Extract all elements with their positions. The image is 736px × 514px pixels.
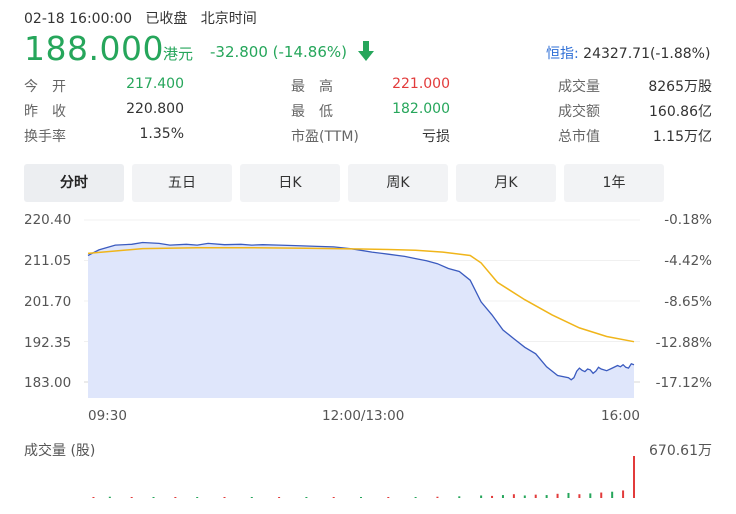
- volume-bar: [152, 497, 155, 498]
- volume-label: 成交量: [558, 79, 600, 95]
- tab-weekly-k[interactable]: 周K: [348, 164, 448, 202]
- volume-bar: [196, 497, 199, 498]
- volume-bar: [436, 496, 439, 498]
- amount-label: 成交额: [558, 104, 600, 120]
- tab-daily-k[interactable]: 日K: [240, 164, 340, 202]
- volume-max-label: 670.61万: [649, 443, 712, 459]
- volume-bar: [92, 497, 95, 498]
- volume-bar: [480, 495, 483, 498]
- prev-close-value: 220.800: [126, 101, 184, 117]
- volume-bar: [414, 497, 417, 498]
- average-price-line: [87, 246, 635, 343]
- volume-bar: [600, 492, 603, 498]
- market-status: 已收盘: [145, 11, 188, 27]
- volume-bar: [223, 497, 226, 498]
- y-tick-label: 192.35: [24, 335, 72, 351]
- low-value: 182.000: [392, 101, 450, 117]
- timezone-label: 北京时间: [200, 11, 257, 27]
- y-tick-label: 211.05: [24, 253, 72, 269]
- volume-bar: [305, 497, 308, 498]
- volume-bar: [545, 495, 548, 498]
- volume-bar: [491, 495, 494, 498]
- tab-one-year[interactable]: 1年: [564, 164, 664, 202]
- high-value: 221.000: [392, 76, 450, 92]
- amount-value: 160.86亿: [649, 104, 712, 120]
- volume-bar: [458, 496, 461, 498]
- pe-label: 市盈(TTM): [291, 129, 359, 145]
- volume-bar: [501, 495, 504, 498]
- volume-bar: [534, 494, 537, 498]
- pe-value: 亏损: [422, 129, 450, 145]
- open-value: 217.400: [126, 76, 184, 92]
- chart-period-tabs: 分时 五日 日K 周K 月K 1年: [24, 164, 712, 202]
- tab-five-day[interactable]: 五日: [132, 164, 232, 202]
- volume-bar: [108, 496, 111, 498]
- volume-value: 8265万股: [648, 79, 712, 95]
- volume-bar: [556, 493, 559, 498]
- pct-tick-label: -8.65%: [664, 294, 712, 310]
- x-tick-label: 09:30: [88, 408, 127, 424]
- tab-intraday[interactable]: 分时: [24, 164, 124, 202]
- turnover-value: 1.35%: [139, 126, 184, 142]
- low-label: 最 低: [291, 104, 333, 120]
- volume-bar: [512, 494, 515, 498]
- quote-meta: 02-18 16:00:00 已收盘 北京时间: [24, 8, 257, 28]
- prev-close-label: 昨 收: [24, 104, 66, 120]
- open-label: 今 开: [24, 79, 66, 95]
- y-tick-label: 220.40: [24, 212, 72, 228]
- volume-bar: [174, 497, 177, 498]
- high-label: 最 高: [291, 79, 333, 95]
- y-tick-label: 183.00: [24, 375, 72, 391]
- volume-chart-title: 成交量 (股): [24, 443, 96, 459]
- pct-tick-label: -4.42%: [664, 253, 712, 269]
- pct-tick-label: -0.18%: [664, 212, 712, 228]
- volume-bar: [567, 492, 570, 498]
- volume-bar: [633, 456, 635, 498]
- price-area: [88, 242, 634, 398]
- volume-bar: [578, 494, 581, 498]
- volume-bar: [278, 497, 281, 498]
- index-quote[interactable]: 恒指: 24327.71(-1.88%): [546, 43, 710, 63]
- market-cap-value: 1.15万亿: [652, 129, 712, 145]
- volume-bar: [387, 497, 390, 498]
- y-tick-label: 201.70: [24, 294, 72, 310]
- volume-chart: [92, 456, 635, 498]
- volume-bar: [523, 495, 526, 498]
- currency-label: 港元: [163, 45, 194, 63]
- market-cap-label: 总市值: [558, 129, 600, 145]
- x-tick-label: 16:00: [601, 408, 640, 424]
- price-line: [87, 241, 635, 381]
- pct-tick-label: -17.12%: [655, 375, 712, 391]
- volume-bar: [589, 493, 592, 498]
- x-tick-label: 12:00/13:00: [322, 408, 405, 424]
- volume-bar: [332, 497, 335, 498]
- volume-bar: [130, 497, 133, 498]
- volume-bar: [622, 490, 625, 498]
- quote-datetime: 02-18 16:00:00: [24, 11, 133, 27]
- price-change: -32.800 (-14.86%): [210, 43, 347, 61]
- turnover-label: 换手率: [24, 129, 66, 145]
- index-label: 恒指:: [546, 46, 579, 62]
- last-price: 188.000: [24, 29, 164, 68]
- volume-bar: [611, 491, 614, 498]
- intraday-chart[interactable]: [84, 210, 640, 400]
- pct-tick-label: -12.88%: [655, 335, 712, 351]
- tab-monthly-k[interactable]: 月K: [456, 164, 556, 202]
- volume-bar: [250, 497, 253, 498]
- down-arrow-icon: [358, 41, 374, 61]
- index-value: 24327.71(-1.88%): [583, 46, 711, 62]
- volume-bar: [360, 497, 362, 498]
